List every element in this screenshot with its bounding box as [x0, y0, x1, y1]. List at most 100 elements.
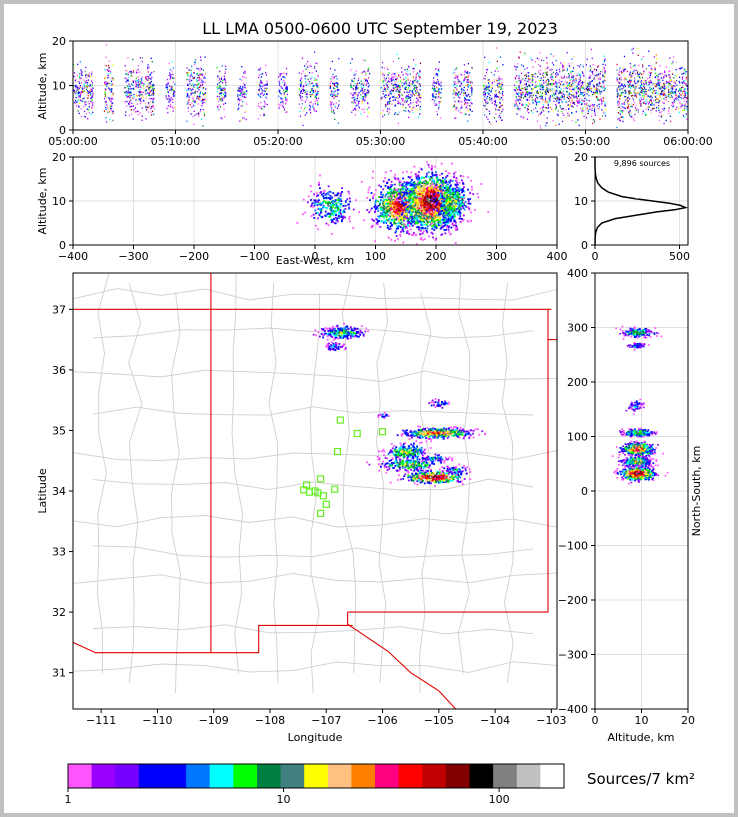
- time-source-mark: [196, 113, 198, 115]
- time-source-mark: [647, 95, 649, 97]
- time-source-mark: [408, 97, 410, 99]
- time-source-mark: [529, 92, 532, 94]
- time-source-mark: [237, 95, 239, 97]
- time-source-mark: [681, 78, 684, 80]
- time-source-mark: [172, 101, 174, 103]
- ew-source-mark: [386, 201, 389, 204]
- time-source-mark: [627, 103, 629, 105]
- ew-source-mark: [367, 191, 370, 194]
- time-source-mark: [575, 78, 577, 80]
- time-source-mark: [577, 95, 580, 98]
- time-source-mark: [535, 86, 538, 88]
- time-source-mark: [584, 90, 586, 92]
- time-source-mark: [526, 104, 528, 106]
- time-source-mark: [464, 78, 466, 80]
- time-source-mark: [90, 113, 92, 115]
- time-source-mark: [590, 80, 592, 83]
- time-source-mark: [79, 96, 81, 98]
- time-source-mark: [540, 77, 542, 79]
- time-source-mark: [556, 83, 558, 86]
- time-source-mark: [305, 63, 307, 65]
- time-source-mark: [152, 91, 154, 93]
- time-source-mark: [305, 95, 307, 98]
- ew-source-mark: [378, 220, 381, 222]
- time-source-mark: [258, 74, 260, 76]
- time-source-mark: [76, 101, 78, 103]
- ew-source-mark: [391, 211, 394, 214]
- time-source-mark: [285, 72, 288, 75]
- time-source-mark: [331, 94, 333, 97]
- time-source-mark: [618, 117, 620, 120]
- time-source-mark: [570, 72, 572, 75]
- time-source-mark: [361, 108, 364, 111]
- time-source-mark: [439, 97, 441, 99]
- time-source-mark: [494, 100, 497, 102]
- ew-source-mark: [334, 210, 336, 213]
- time-source-mark: [524, 94, 526, 96]
- time-source-mark: [527, 85, 529, 88]
- time-source-mark: [458, 80, 460, 82]
- time-source-mark: [452, 72, 454, 74]
- time-source-mark: [589, 76, 591, 78]
- ew-source-mark: [340, 212, 342, 215]
- time-source-mark: [225, 80, 227, 83]
- time-source-mark: [83, 83, 86, 85]
- time-source-mark: [603, 86, 605, 88]
- time-source-mark: [139, 86, 142, 88]
- time-source-mark: [85, 66, 87, 69]
- time-source-mark: [412, 88, 415, 90]
- time-source-mark: [658, 84, 660, 86]
- time-source-mark: [110, 80, 113, 83]
- time-source-mark: [518, 84, 521, 86]
- time-source-mark: [218, 104, 220, 106]
- time-source-mark: [202, 87, 205, 89]
- time-source-mark: [604, 89, 606, 91]
- time-source-mark: [384, 97, 387, 99]
- time-source-mark: [665, 98, 667, 101]
- time-source-mark: [657, 75, 659, 78]
- ew-source-mark: [403, 218, 406, 220]
- time-source-mark: [569, 66, 571, 68]
- time-source-mark: [586, 85, 588, 88]
- time-source-mark: [637, 82, 639, 84]
- time-source-mark: [661, 93, 663, 96]
- ew-source-mark: [402, 177, 405, 180]
- time-source-mark: [243, 82, 245, 85]
- time-source-mark: [671, 104, 673, 107]
- time-source-mark: [674, 80, 676, 83]
- time-source-mark: [112, 98, 114, 100]
- time-source-mark: [283, 71, 285, 74]
- time-source-mark: [562, 96, 564, 98]
- time-source-mark: [307, 66, 309, 69]
- time-source-mark: [534, 61, 536, 63]
- time-source-mark: [265, 97, 268, 100]
- time-source-mark: [404, 69, 406, 71]
- ew-source-mark: [336, 193, 339, 196]
- time-source-mark: [623, 86, 625, 89]
- time-source-mark: [409, 106, 411, 108]
- time-source-mark: [634, 87, 637, 89]
- time-source-mark: [142, 96, 144, 99]
- ew-source-mark: [314, 209, 317, 212]
- ew-source-mark: [327, 205, 330, 207]
- time-source-mark: [388, 103, 390, 105]
- ew-source-mark: [398, 218, 400, 220]
- time-source-mark: [550, 83, 553, 86]
- time-source-mark: [243, 93, 245, 96]
- time-source-mark: [516, 113, 518, 115]
- time-source-mark: [573, 89, 575, 92]
- time-source-mark: [578, 74, 580, 77]
- time-source-mark: [569, 83, 571, 86]
- time-source-mark: [658, 80, 660, 82]
- time-source-mark: [217, 76, 219, 78]
- time-source-mark: [643, 70, 645, 73]
- time-source-mark: [334, 118, 336, 121]
- time-source-mark: [457, 92, 459, 94]
- time-source-mark: [408, 116, 410, 119]
- time-source-mark: [625, 99, 627, 101]
- ew-source-mark: [399, 197, 402, 200]
- time-source-mark: [594, 112, 596, 114]
- time-source-mark: [309, 91, 311, 93]
- time-source-mark: [80, 90, 83, 93]
- time-source-mark: [112, 84, 114, 87]
